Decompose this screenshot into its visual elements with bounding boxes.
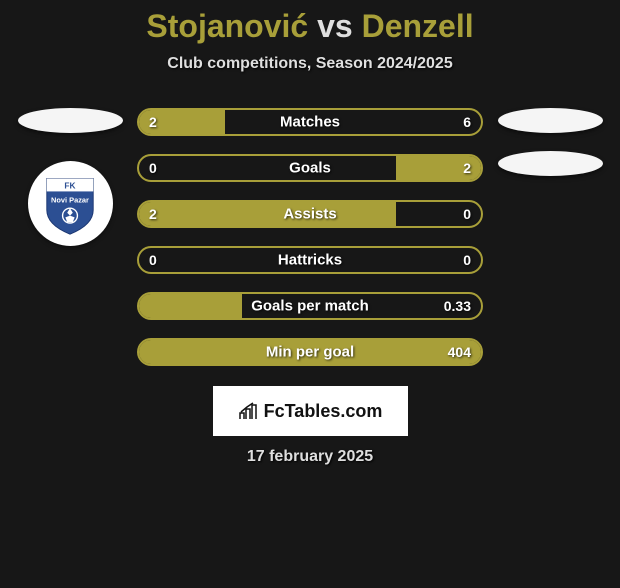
player-right-name: Denzell	[362, 8, 474, 44]
stat-right-value: 0.33	[444, 298, 471, 314]
club-badge-right-placeholder	[498, 151, 603, 176]
stat-label: Matches	[280, 114, 340, 131]
stat-right-value: 0	[463, 252, 471, 268]
subtitle: Club competitions, Season 2024/2025	[10, 55, 610, 73]
stat-label: Min per goal	[266, 344, 354, 361]
vs-text: vs	[317, 8, 353, 44]
main-content: FK Novi Pazar 2 Matches 6 0 Goals 2	[10, 108, 610, 366]
badge-bottom-text: Novi Pazar	[51, 196, 89, 205]
stat-row: 0 Hattricks 0	[137, 246, 483, 274]
player-left-name: Stojanović	[146, 8, 308, 44]
right-column	[495, 108, 605, 366]
bar-fill-left	[139, 202, 396, 226]
stat-left-value: 2	[149, 206, 157, 222]
shield-icon: FK Novi Pazar	[40, 171, 100, 236]
stat-label: Assists	[283, 206, 336, 223]
stat-row: 2 Matches 6	[137, 108, 483, 136]
stat-right-value: 0	[463, 206, 471, 222]
brand-text: FcTables.com	[264, 401, 383, 422]
badge-top-text: FK	[64, 181, 75, 191]
stat-right-value: 404	[448, 344, 471, 360]
stats-bars: 2 Matches 6 0 Goals 2 2 Assists 0	[137, 108, 483, 366]
left-column: FK Novi Pazar	[15, 108, 125, 366]
player-left-avatar-placeholder	[18, 108, 123, 133]
stat-left-value: 0	[149, 160, 157, 176]
stat-right-value: 6	[463, 114, 471, 130]
footer-date: 17 february 2025	[10, 448, 610, 466]
stat-label: Goals per match	[251, 298, 369, 315]
stat-label: Hattricks	[278, 252, 342, 269]
club-badge-left: FK Novi Pazar	[28, 161, 113, 246]
player-right-avatar-placeholder	[498, 108, 603, 133]
stat-row: 0 Goals 2	[137, 154, 483, 182]
stat-left-value: 0	[149, 252, 157, 268]
stat-row: Goals per match 0.33	[137, 292, 483, 320]
stat-right-value: 2	[463, 160, 471, 176]
comparison-title: Stojanović vs Denzell	[10, 8, 610, 45]
stat-row: 2 Assists 0	[137, 200, 483, 228]
chart-icon	[238, 401, 258, 421]
bar-fill-left	[139, 294, 242, 318]
brand-logo: FcTables.com	[213, 386, 408, 436]
stat-row: Min per goal 404	[137, 338, 483, 366]
stat-label: Goals	[289, 160, 331, 177]
stat-left-value: 2	[149, 114, 157, 130]
